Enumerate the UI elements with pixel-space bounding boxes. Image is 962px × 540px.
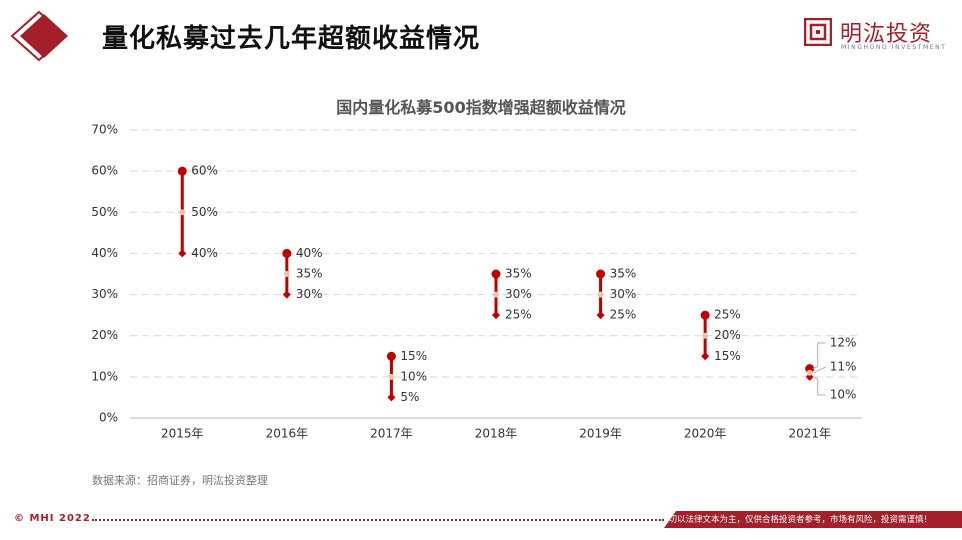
high-point [282, 248, 292, 258]
data-source: 数据来源：招商证券，明汯投资整理 [92, 474, 268, 487]
low-point [492, 311, 500, 320]
low-data-label: 40% [191, 246, 218, 260]
high-data-label: 35% [610, 267, 637, 281]
high-data-label: 12% [830, 336, 857, 350]
high-data-label: 15% [400, 349, 427, 363]
low-data-label: 30% [296, 287, 323, 301]
mid-data-label: 30% [610, 287, 637, 301]
x-tick-label: 2017年 [370, 427, 413, 441]
high-point [177, 166, 187, 176]
callout-line [813, 366, 826, 374]
high-data-label: 25% [714, 308, 741, 322]
y-tick-label: 0% [99, 411, 118, 425]
y-tick-label: 40% [91, 246, 118, 260]
mid-data-label: 20% [714, 328, 741, 342]
low-data-label: 25% [610, 308, 637, 322]
x-tick-label: 2015年 [161, 427, 204, 441]
mid-point [179, 209, 186, 216]
low-point [596, 311, 605, 320]
brand-square-icon [804, 18, 832, 46]
low-point [387, 393, 396, 402]
brand-subtitle: MINGHONG INVESTMENT [841, 44, 947, 51]
high-point [386, 351, 396, 361]
high-data-label: 40% [296, 246, 323, 260]
high-point [700, 310, 710, 320]
low-data-label: 5% [400, 390, 419, 404]
low-point [701, 352, 710, 361]
mid-data-label: 11% [830, 360, 857, 374]
y-tick-label: 10% [91, 369, 118, 383]
low-data-label: 10% [830, 388, 857, 402]
y-tick-label: 30% [91, 287, 118, 301]
logo-diamond-icon [10, 10, 68, 62]
x-tick-label: 2020年 [684, 427, 727, 441]
range-chart: 0% 10% 20% 30% 40% 50% 60% 70% 2015年 60% 50% 40% 201… [91, 123, 862, 441]
footer-divider [92, 519, 664, 521]
x-tick-label: 2016年 [266, 427, 309, 441]
y-tick-label: 60% [91, 164, 118, 178]
high-data-label: 35% [505, 267, 532, 281]
low-data-label: 25% [505, 308, 532, 322]
high-point [491, 269, 501, 279]
page-title: 量化私募过去几年超额收益情况 [102, 24, 481, 54]
footer-disclaimer: 一切以法律文本为主，仅供合格投资者参考，市场有风险，投资需谨慎！ [659, 515, 932, 525]
y-tick-label: 50% [91, 205, 118, 219]
mid-point [702, 332, 709, 339]
mid-point [806, 369, 813, 376]
y-tick-label: 70% [91, 123, 118, 137]
y-tick-label: 20% [91, 328, 118, 342]
mid-data-label: 35% [296, 267, 323, 281]
low-data-label: 15% [714, 349, 741, 363]
brand-name: 明汯投资 [840, 22, 933, 47]
high-data-label: 60% [191, 164, 218, 178]
callout-line [812, 342, 826, 370]
low-point [282, 290, 291, 299]
x-tick-label: 2021年 [788, 427, 831, 441]
mid-point [493, 291, 499, 298]
callout-line [812, 376, 826, 396]
mid-data-label: 50% [191, 205, 218, 219]
mid-data-label: 30% [505, 287, 532, 301]
chart-title: 国内量化私募500指数增强超额收益情况 [336, 98, 626, 117]
low-point [178, 249, 187, 258]
mid-point [283, 271, 290, 277]
mid-point [597, 291, 604, 298]
mid-point [388, 373, 395, 380]
high-point [596, 269, 606, 279]
footer-banner: 一切以法律文本为主，仅供合格投资者参考，市场有风险，投资需谨慎！ [664, 511, 962, 528]
brand-logo: 明汯投资 MINGHONG INVESTMENT [804, 18, 954, 52]
x-tick-label: 2019年 [579, 427, 622, 441]
mid-data-label: 10% [400, 369, 427, 383]
x-tick-label: 2018年 [475, 427, 518, 441]
footer-copyright: © MHI 2022 [14, 513, 91, 524]
